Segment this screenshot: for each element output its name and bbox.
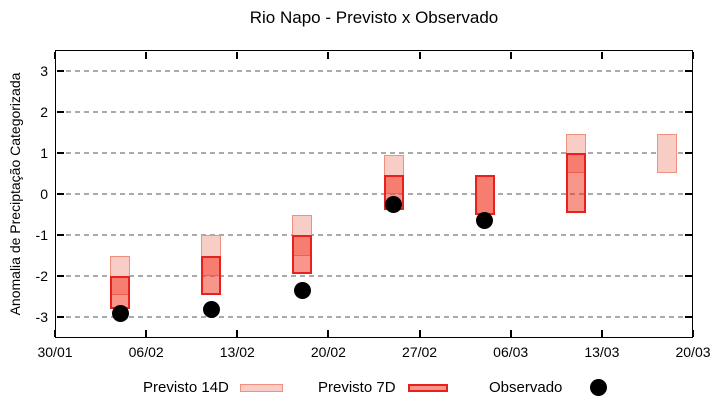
x-tick-bottom [327, 329, 330, 337]
x-tick-bottom [236, 329, 239, 337]
gridline [57, 234, 691, 237]
observado-dot [202, 300, 220, 318]
x-tick-label: 13/03 [584, 344, 620, 360]
x-tick-bottom [692, 329, 694, 337]
observado-dot [293, 282, 311, 300]
y-tick-label: 3 [40, 62, 48, 79]
x-tick-label: 27/02 [402, 344, 438, 360]
x-tick-label: 20/03 [675, 344, 711, 360]
x-tick-bottom [418, 329, 421, 337]
gridline [57, 110, 691, 113]
observado-dot [476, 212, 494, 230]
legend-label: Previsto 7D [318, 379, 396, 396]
y-tick-right [684, 110, 692, 113]
x-tick-label: 30/01 [37, 344, 73, 360]
legend-label: Previsto 14D [143, 379, 229, 396]
x-tick-top [418, 51, 421, 59]
y-tick-label: -2 [35, 268, 48, 285]
observado-dot [111, 304, 129, 322]
gridline [57, 193, 691, 195]
x-tick-top [600, 51, 603, 59]
y-tick-left [56, 110, 64, 113]
previsto-7d-bar [292, 235, 313, 275]
y-tick-label: 1 [40, 144, 48, 161]
observado-dot [385, 195, 403, 213]
y-tick-label: 2 [40, 103, 48, 120]
x-tick-label: 13/02 [219, 344, 255, 360]
gridline [57, 316, 691, 319]
y-tick-right [684, 151, 692, 154]
y-tick-label: -1 [35, 227, 48, 244]
previsto-7d-bar [474, 175, 495, 215]
y-tick-left [56, 151, 64, 154]
gridline [57, 275, 691, 278]
legend-swatch-previsto-7d [408, 384, 448, 392]
x-tick-label: 06/03 [493, 344, 529, 360]
x-tick-bottom [600, 329, 603, 337]
x-tick-top [54, 51, 56, 59]
x-tick-label: 06/02 [128, 344, 164, 360]
previsto-7d-bar [201, 255, 222, 295]
previsto-7d-bar [565, 152, 586, 213]
y-tick-left [56, 275, 64, 278]
y-tick-right [684, 69, 692, 72]
x-tick-top [236, 51, 239, 59]
x-tick-bottom [509, 329, 512, 337]
x-tick-top [509, 51, 512, 59]
previsto-14d-bar [656, 134, 677, 174]
y-tick-left [56, 193, 64, 195]
legend-swatch-previsto-14d [240, 384, 283, 392]
y-tick-left [56, 69, 64, 72]
x-tick-label: 20/02 [310, 344, 346, 360]
x-tick-top [692, 51, 694, 59]
y-tick-right [684, 275, 692, 278]
plot-area [55, 50, 693, 338]
y-tick-left [56, 316, 64, 319]
y-tick-label: -3 [35, 309, 48, 326]
x-tick-bottom [54, 329, 56, 337]
legend-label: Observado [489, 379, 563, 396]
y-tick-right [684, 234, 692, 237]
y-tick-left [56, 234, 64, 237]
legend-swatch-observado [590, 379, 607, 396]
x-tick-top [327, 51, 330, 59]
gridline [57, 151, 691, 154]
x-tick-top [145, 51, 148, 59]
y-tick-label: 0 [40, 186, 48, 202]
y-tick-right [684, 316, 692, 319]
y-tick-right [684, 193, 692, 195]
gridline [57, 69, 691, 72]
x-tick-bottom [145, 329, 148, 337]
chart-title: Rio Napo - Previsto x Observado [249, 8, 499, 27]
